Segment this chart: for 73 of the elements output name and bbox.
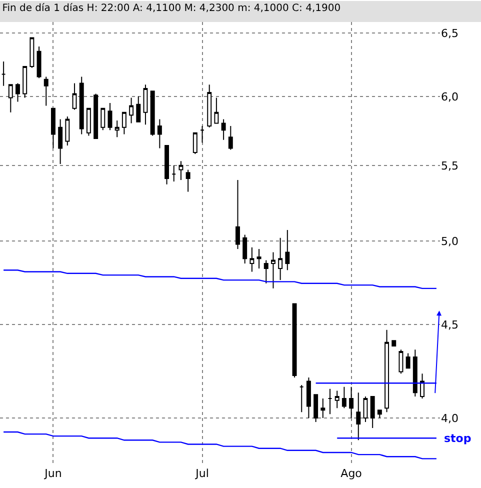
candlestick <box>412 349 418 398</box>
candlestick <box>65 116 70 146</box>
candlestick <box>186 169 190 192</box>
candlestick <box>157 118 162 149</box>
candlestick <box>285 229 290 271</box>
candlestick <box>320 398 326 419</box>
candlestick <box>79 76 84 135</box>
candlestick <box>392 340 396 347</box>
candlestick <box>22 66 28 98</box>
candlestick <box>214 97 219 124</box>
candlestick <box>143 84 148 126</box>
candlestick <box>328 388 332 415</box>
candlestick <box>50 108 56 149</box>
candlestick <box>370 396 375 428</box>
candlestick <box>342 386 346 409</box>
line-series <box>2 270 438 290</box>
candlestick <box>292 303 297 378</box>
y-tick-label: 4,5 <box>441 318 458 332</box>
candlestick <box>44 76 48 106</box>
candlestick <box>242 234 248 264</box>
candlestick <box>58 118 63 164</box>
y-tick-label: 4,0 <box>441 412 458 425</box>
candlestick <box>178 160 184 180</box>
candlestick <box>236 179 240 250</box>
candlestick <box>8 84 13 113</box>
candlestick <box>299 384 304 413</box>
candlestick <box>150 90 155 136</box>
line-series <box>2 431 438 460</box>
candlestick <box>114 120 120 138</box>
candlestick <box>1 60 6 86</box>
candlestick <box>164 144 170 185</box>
candlestick <box>36 46 42 79</box>
candlestick <box>356 392 361 441</box>
candlestick <box>136 96 141 122</box>
x-tick-label: Jun <box>44 467 62 480</box>
candlestick <box>30 37 34 68</box>
candlestick <box>207 84 212 128</box>
candlestick <box>172 164 176 182</box>
candlestick <box>363 396 368 422</box>
candlestick <box>122 112 126 135</box>
y-tick-label: 5,5 <box>441 159 458 172</box>
candlestick <box>221 118 226 140</box>
candlestick <box>129 97 134 124</box>
y-tick-label: 6,0 <box>441 90 458 104</box>
candlestick <box>250 246 254 272</box>
candlestick <box>256 248 262 269</box>
candlestick <box>228 126 233 150</box>
y-tick-label: 6,5 <box>441 26 458 40</box>
text: stop <box>444 432 472 445</box>
candlestick <box>278 237 283 281</box>
candlestick <box>334 390 340 409</box>
candlestick <box>406 352 410 369</box>
candlestick <box>398 349 404 374</box>
candlestick <box>306 376 311 419</box>
x-tick-label: Jul <box>194 467 209 480</box>
candlestick <box>377 410 382 419</box>
candlestick <box>264 260 268 284</box>
candlestick <box>100 108 106 131</box>
candlestick <box>86 108 91 136</box>
candlestick <box>270 252 276 289</box>
y-tick-label: 5,0 <box>441 234 458 248</box>
candlestick <box>94 93 98 139</box>
x-tick-label: Ago <box>340 467 362 480</box>
candlestick <box>349 386 354 419</box>
chart-title: Fin de día 1 días H: 22:00 A: 4,1100 M: 4,2300 m: 4,1000 C: 4,1900 <box>2 3 341 14</box>
candlestick <box>72 82 77 110</box>
candlestick <box>192 132 198 154</box>
candlestick <box>108 102 112 131</box>
candlestick <box>384 329 390 413</box>
candlestick <box>200 126 204 144</box>
candlestick <box>16 82 20 102</box>
candlestick <box>314 394 318 422</box>
candlestick <box>420 373 424 399</box>
